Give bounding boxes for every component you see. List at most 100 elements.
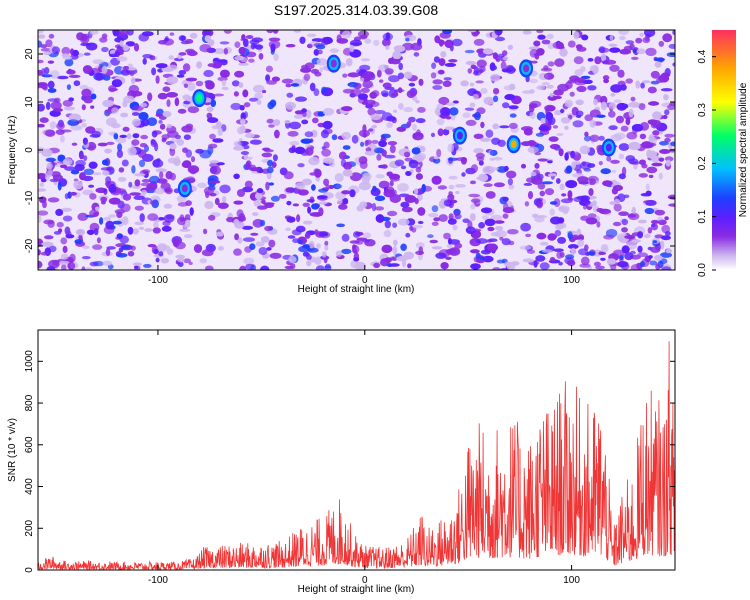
heatmap-cell <box>414 188 419 195</box>
heatmap-cell <box>164 188 171 192</box>
heatmap-cell <box>440 262 449 270</box>
heatmap-cell <box>522 30 532 35</box>
heatmap-cell <box>584 114 593 122</box>
heatmap-cell <box>398 218 410 226</box>
heatmap-cell <box>323 178 330 186</box>
heatmap-cell <box>650 246 661 253</box>
heatmap-cell <box>221 79 226 87</box>
heatmap-cell <box>649 155 660 160</box>
heatmap-cell <box>269 99 277 108</box>
heatmap-cell <box>637 245 643 253</box>
heatmap-cell <box>654 254 663 261</box>
heatmap-cell <box>659 149 671 154</box>
heatmap-cell <box>637 231 644 239</box>
heatmap-cell <box>183 100 191 105</box>
heatmap-cell <box>289 121 301 130</box>
heatmap-cell <box>406 90 416 99</box>
heatmap-hotspot <box>523 64 530 73</box>
heatmap-cell <box>624 235 635 239</box>
heatmap-cell <box>117 30 130 35</box>
heatmap-cell <box>38 260 43 269</box>
heatmap-cell <box>189 32 198 39</box>
heatmap-cell <box>48 33 55 39</box>
heatmap-cell <box>411 147 421 155</box>
heatmap-cell <box>56 75 69 80</box>
heatmap-cell <box>238 82 244 88</box>
heatmap-cell <box>602 75 610 81</box>
heatmap-cell <box>550 201 558 205</box>
heatmap-cell <box>141 31 154 37</box>
heatmap-cell <box>108 183 117 193</box>
heatmap-cell <box>397 72 405 80</box>
heatmap-cell <box>443 232 451 240</box>
heatmap-cell <box>262 202 275 206</box>
heatmap-cell <box>403 71 413 79</box>
heatmap-cell <box>502 196 509 202</box>
heatmap-cell <box>649 260 658 266</box>
heatmap-cell <box>539 241 549 246</box>
heatmap-cell <box>249 39 260 45</box>
heatmap-cell <box>415 118 426 124</box>
heatmap-cell <box>166 92 178 98</box>
heatmap-cell <box>337 199 343 205</box>
heatmap-cell <box>437 185 448 190</box>
heatmap-cell <box>588 188 594 196</box>
heatmap-cell <box>546 84 554 89</box>
heatmap-cell <box>83 168 95 175</box>
heatmap-cell <box>167 157 178 164</box>
heatmap-cell <box>242 186 254 193</box>
heatmap-cell <box>358 129 370 138</box>
heatmap-cell <box>41 148 53 157</box>
heatmap-cell <box>40 44 48 49</box>
heatmap-cell <box>497 139 506 147</box>
heatmap-cell <box>294 114 304 119</box>
heatmap-cell <box>665 248 673 254</box>
heatmap-cell <box>654 209 666 216</box>
heatmap-cell <box>367 107 376 116</box>
heatmap-cell <box>537 34 546 40</box>
heatmap-cell <box>319 66 324 73</box>
heatmap-cell <box>492 123 500 130</box>
heatmap-cell <box>547 173 557 177</box>
heatmap-cell <box>196 61 203 69</box>
heatmap-cell <box>461 172 466 177</box>
heatmap-cell <box>401 206 413 213</box>
heatmap-cell <box>261 236 270 243</box>
heatmap-cell <box>208 180 221 184</box>
colorbar-gradient <box>712 30 736 270</box>
heatmap-cell <box>504 94 516 101</box>
heatmap-cell <box>454 242 463 249</box>
heatmap-cell <box>249 167 261 172</box>
heatmap-cell <box>363 232 372 239</box>
heatmap-cell <box>110 122 121 129</box>
heatmap-cell <box>650 70 660 79</box>
heatmap-cell <box>455 191 460 194</box>
heatmap-cell <box>234 221 245 229</box>
heatmap-cell <box>486 243 498 252</box>
heatmap-cell <box>199 44 212 53</box>
heatmap-cell <box>598 161 603 166</box>
heatmap-cell <box>436 118 445 126</box>
heatmap-cell <box>292 203 300 207</box>
heatmap-cell <box>153 248 159 255</box>
heatmap-cell <box>438 39 445 46</box>
heatmap-cell <box>616 102 627 111</box>
heatmap-cell <box>362 124 367 133</box>
heatmap-cell <box>631 56 639 61</box>
heatmap-cell <box>587 58 594 62</box>
heatmap-cell <box>577 176 589 184</box>
heatmap-cell <box>211 166 221 175</box>
heatmap-cell <box>244 133 255 138</box>
heatmap-cell <box>492 52 498 60</box>
heatmap-cell <box>246 156 253 160</box>
heatmap-cell <box>508 105 519 110</box>
heatmap-cell <box>155 257 160 263</box>
heatmap-cell <box>118 247 124 253</box>
heatmap-cell <box>85 267 93 270</box>
heatmap-cell <box>539 262 550 270</box>
snr-y-axis-label: SNR (10 * v/v) <box>7 418 18 482</box>
heatmap-cell <box>415 166 422 173</box>
heatmap-cell <box>295 225 306 233</box>
heatmap-cell <box>645 47 657 57</box>
heatmap-cell <box>587 85 597 91</box>
